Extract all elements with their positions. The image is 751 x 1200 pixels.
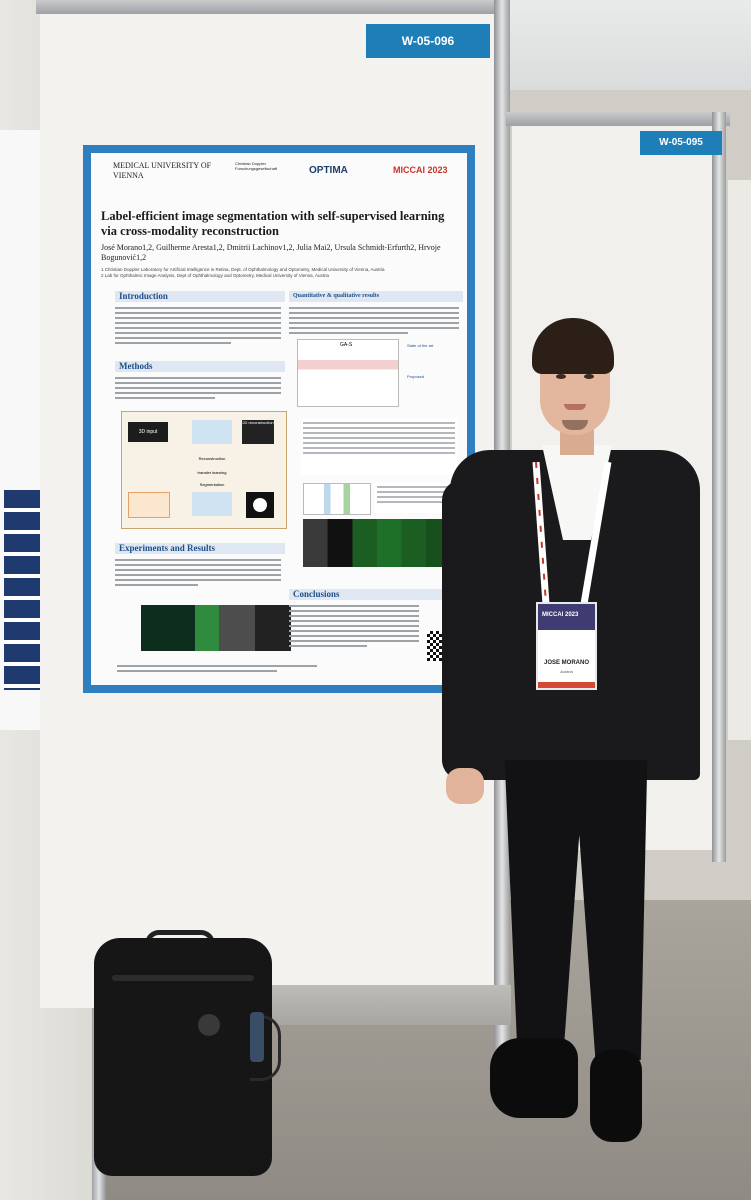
- backpack: [94, 938, 272, 1176]
- qualitative-results: [303, 519, 457, 567]
- badge-lanyard: [532, 462, 612, 605]
- poster-title: Label-efficient image segmentation with …: [101, 209, 445, 238]
- miccai-logo: MICCAI 2023: [393, 165, 448, 175]
- person-arm: [442, 480, 497, 780]
- poster-affiliations: 1 Christian Doppler Laboratory for Artif…: [101, 267, 385, 278]
- board-number-tag: W-05-096: [366, 24, 490, 58]
- person-hair: [532, 318, 614, 374]
- section-experiments: Experiments and Results: [115, 543, 285, 554]
- section-conclusions: Conclusions: [289, 589, 463, 600]
- cd-logo: Christian Doppler Forschungsgesellschaft: [235, 161, 278, 171]
- right-board-post: [712, 112, 726, 862]
- badge-country: Austria: [560, 669, 573, 674]
- introduction-text: [115, 307, 281, 347]
- section-introduction: Introduction: [115, 291, 285, 302]
- right-board-frame: [506, 112, 730, 126]
- quantitative-text: [289, 307, 459, 337]
- conclusions-text: [289, 605, 419, 650]
- cable: [250, 1015, 281, 1081]
- poster-authors: José Morano1,2, Guilherme Aresta1,2, Dmi…: [101, 243, 441, 262]
- section-quantitative: Quantitative & qualitative results: [289, 291, 463, 302]
- charger-plug: [250, 1012, 264, 1062]
- person-shoe: [490, 1038, 578, 1118]
- poster-content: MEDICAL UNIVERSITY OF VIENNA Christian D…: [91, 153, 467, 685]
- poster-logos: MEDICAL UNIVERSITY OF VIENNA Christian D…: [91, 159, 467, 189]
- research-poster: MEDICAL UNIVERSITY OF VIENNA Christian D…: [83, 145, 475, 693]
- section-methods: Methods: [115, 361, 285, 372]
- university-logo: MEDICAL UNIVERSITY OF VIENNA: [113, 161, 212, 180]
- badge-footer: [538, 682, 595, 688]
- experiments-images: [141, 605, 291, 651]
- far-poster-board: [728, 180, 751, 740]
- right-board-number-tag: W-05-095: [640, 131, 722, 155]
- board-frame-top: [36, 0, 506, 14]
- results-plot: GA-S: [297, 339, 399, 407]
- footer-links: [117, 665, 317, 675]
- methods-text: [115, 377, 281, 402]
- results-table: [301, 419, 457, 475]
- experiments-text: [115, 559, 281, 589]
- optima-logo: OPTIMA: [309, 165, 348, 176]
- results-legend: State of the art Proposed: [407, 343, 434, 379]
- person-hand: [446, 768, 484, 804]
- person-shoe: [590, 1050, 642, 1142]
- backpack-zipper: [112, 975, 254, 981]
- methods-diagram: 3D input 2D reconstruction Reconstructio…: [121, 411, 287, 529]
- badge-header: MICCAI 2023: [538, 604, 595, 630]
- backpack-logo: [198, 1014, 220, 1036]
- badge-name: JOSE MORANO: [543, 660, 589, 666]
- secondary-plot: [303, 483, 371, 515]
- conference-badge: MICCAI 2023 JOSE MORANO Austria: [536, 602, 597, 690]
